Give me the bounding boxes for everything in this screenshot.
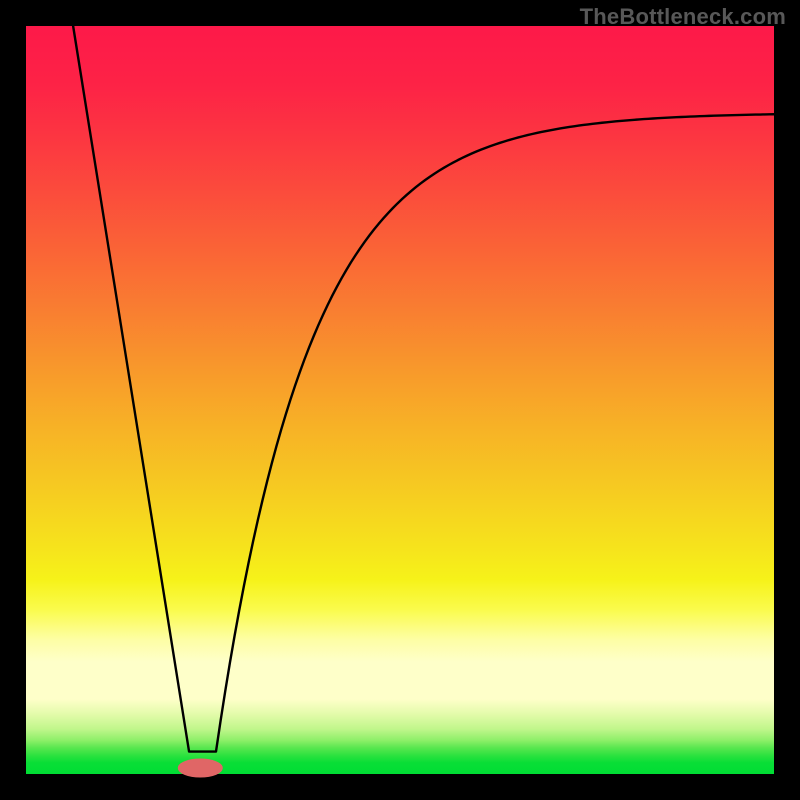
optimal-marker (178, 759, 222, 777)
bottleneck-chart: TheBottleneck.com (0, 0, 800, 800)
watermark-text: TheBottleneck.com (580, 4, 786, 30)
heatmap-background (26, 26, 774, 774)
chart-canvas (0, 0, 800, 800)
